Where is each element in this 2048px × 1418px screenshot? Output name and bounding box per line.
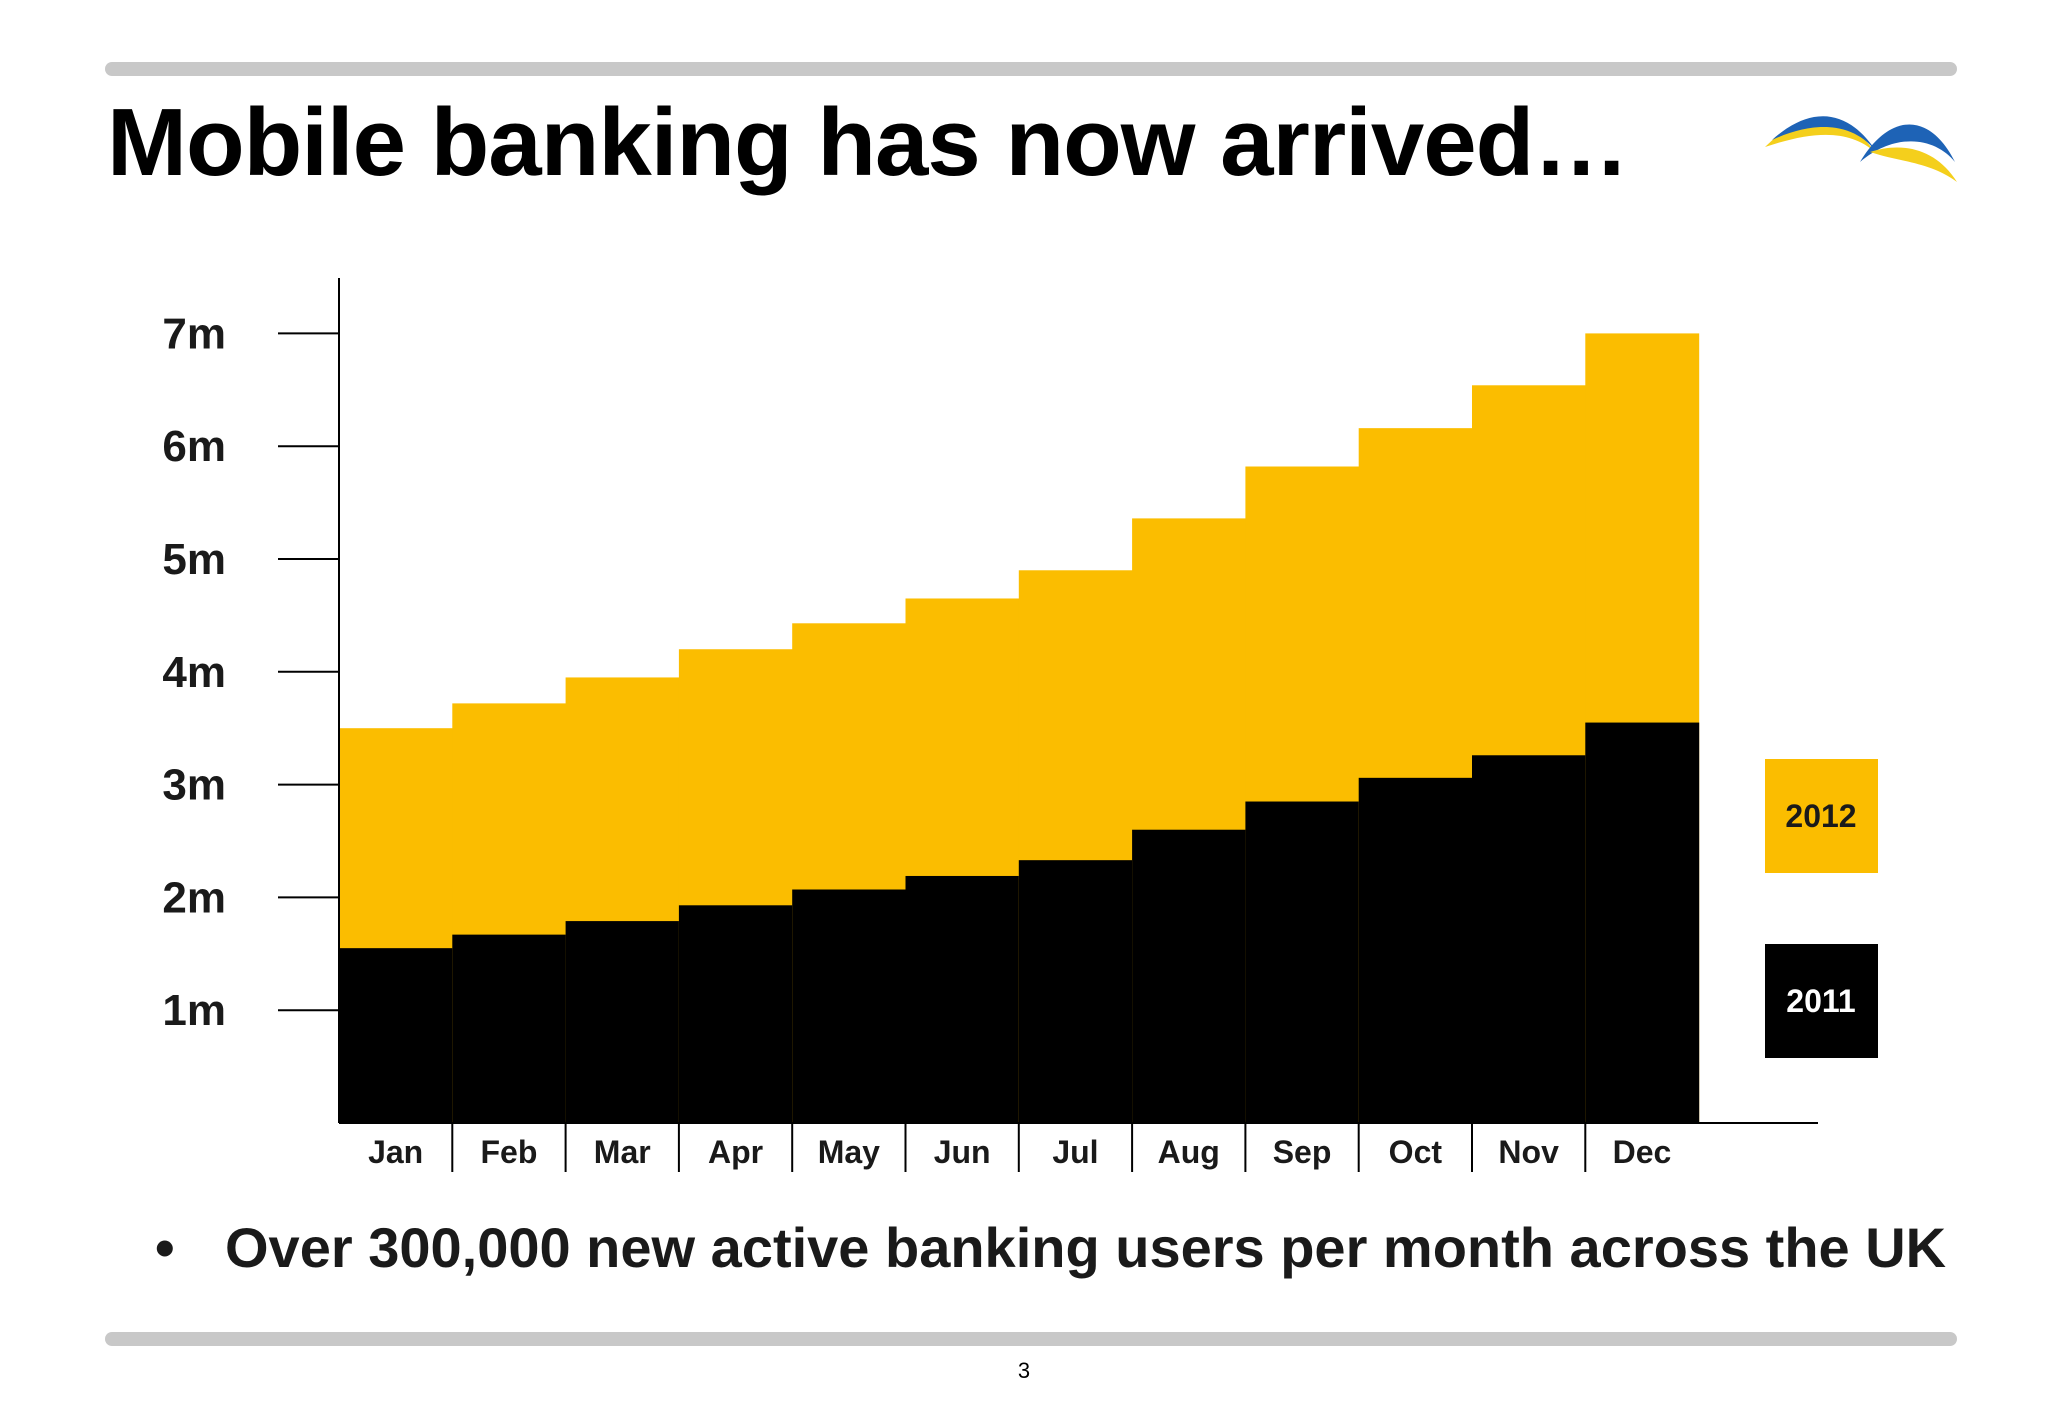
x-tick-label-jun: Jun: [934, 1134, 991, 1170]
bar-2011-nov: [1472, 755, 1586, 1123]
y-tick-label-3m: 3m: [162, 761, 226, 810]
bullet-item: • Over 300,000 new active banking users p…: [155, 1215, 1946, 1280]
bar-2011-jun: [905, 875, 1020, 1123]
x-tick-label-jul: Jul: [1052, 1134, 1098, 1170]
bullet-text: Over 300,000 new active banking users pe…: [225, 1216, 1947, 1279]
legend-label-2011: 2011: [1786, 983, 1855, 1019]
x-tick-label-feb: Feb: [481, 1134, 538, 1170]
bottom-divider: [105, 1332, 1957, 1346]
x-tick-label-oct: Oct: [1389, 1134, 1443, 1170]
bar-2011-mar: [565, 921, 680, 1123]
bar-2011-oct: [1358, 777, 1473, 1123]
bar-2011-jul: [1018, 860, 1133, 1123]
y-tick-label-6m: 6m: [162, 422, 226, 471]
y-tick-label-1m: 1m: [162, 986, 226, 1035]
y-tick-label-5m: 5m: [162, 535, 226, 584]
bar-2011-feb: [452, 934, 567, 1123]
bar-2011-may: [792, 889, 907, 1123]
legend-label-2012: 2012: [1785, 798, 1856, 834]
bar-2011-aug: [1132, 829, 1246, 1123]
x-tick-label-aug: Aug: [1158, 1134, 1220, 1170]
legend-swatch-2012: [1765, 759, 1878, 873]
bar-2011-dec: [1585, 722, 1700, 1123]
x-tick-label-apr: Apr: [708, 1134, 763, 1170]
x-tick-label-nov: Nov: [1498, 1134, 1559, 1170]
page-number: 3: [1017, 1358, 1031, 1383]
bar-2011-apr: [678, 905, 793, 1123]
y-tick-label-2m: 2m: [162, 873, 226, 922]
x-tick-label-may: May: [818, 1134, 880, 1170]
top-divider: [105, 62, 1957, 76]
slide-title: Mobile banking has now arrived…: [107, 89, 1629, 196]
bar-2011-sep: [1245, 801, 1360, 1123]
y-tick-label-7m: 7m: [162, 309, 226, 358]
bird-wings-logo-icon: [1765, 116, 1957, 182]
y-tick-label-4m: 4m: [162, 648, 226, 697]
x-tick-label-sep: Sep: [1273, 1134, 1332, 1170]
x-tick-label-mar: Mar: [594, 1134, 651, 1170]
x-tick-label-jan: Jan: [368, 1134, 423, 1170]
legend-swatch-2011: [1765, 944, 1878, 1058]
bullet-symbol: •: [155, 1216, 175, 1279]
x-tick-label-dec: Dec: [1613, 1134, 1672, 1170]
bar-2011-jan: [339, 948, 453, 1123]
